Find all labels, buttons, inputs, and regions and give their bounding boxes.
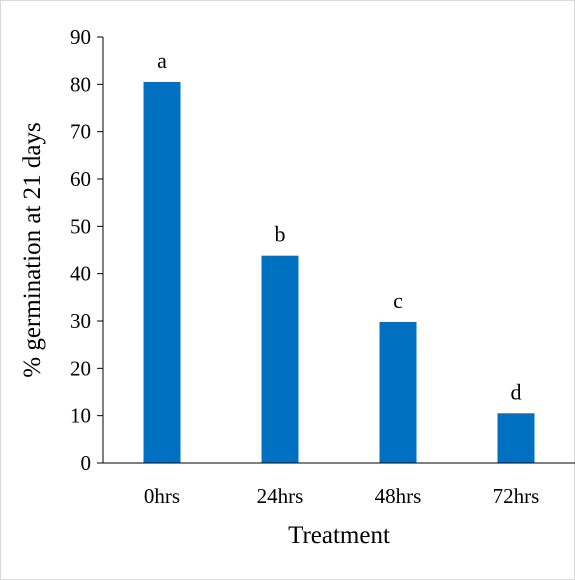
significance-label: c <box>393 288 403 313</box>
y-axis-title: % germination at 21 days <box>19 122 46 378</box>
y-tick-label: 10 <box>70 404 91 428</box>
x-tick-label: 24hrs <box>257 484 304 508</box>
x-axis-tick-labels: 0hrs 24hrs 48hrs 72hrs <box>144 484 539 508</box>
x-tick-label: 72hrs <box>493 484 540 508</box>
y-tick-label: 20 <box>70 356 91 380</box>
bars <box>143 81 535 463</box>
x-tick-label: 48hrs <box>375 484 422 508</box>
y-tick-label: 50 <box>70 214 91 238</box>
y-axis-ticks: 0 10 20 30 40 50 60 70 80 90 <box>70 25 103 475</box>
significance-labels: a b c d <box>157 48 521 404</box>
significance-label: d <box>511 379 522 404</box>
bar-48hrs <box>379 321 417 463</box>
y-tick-label: 40 <box>70 262 91 286</box>
significance-label: a <box>157 48 167 73</box>
x-axis-title: Treatment <box>288 522 390 549</box>
y-tick-label: 30 <box>70 309 91 333</box>
y-tick-label: 90 <box>70 25 91 49</box>
significance-label: b <box>275 222 286 247</box>
x-tick-label: 0hrs <box>144 484 180 508</box>
y-tick-label: 70 <box>70 120 91 144</box>
bar-24hrs <box>261 255 299 463</box>
y-tick-label: 60 <box>70 167 91 191</box>
y-tick-label: 80 <box>70 72 91 96</box>
bar-72hrs <box>497 413 535 463</box>
y-tick-label: 0 <box>81 451 92 475</box>
bar-0hrs <box>143 81 181 463</box>
